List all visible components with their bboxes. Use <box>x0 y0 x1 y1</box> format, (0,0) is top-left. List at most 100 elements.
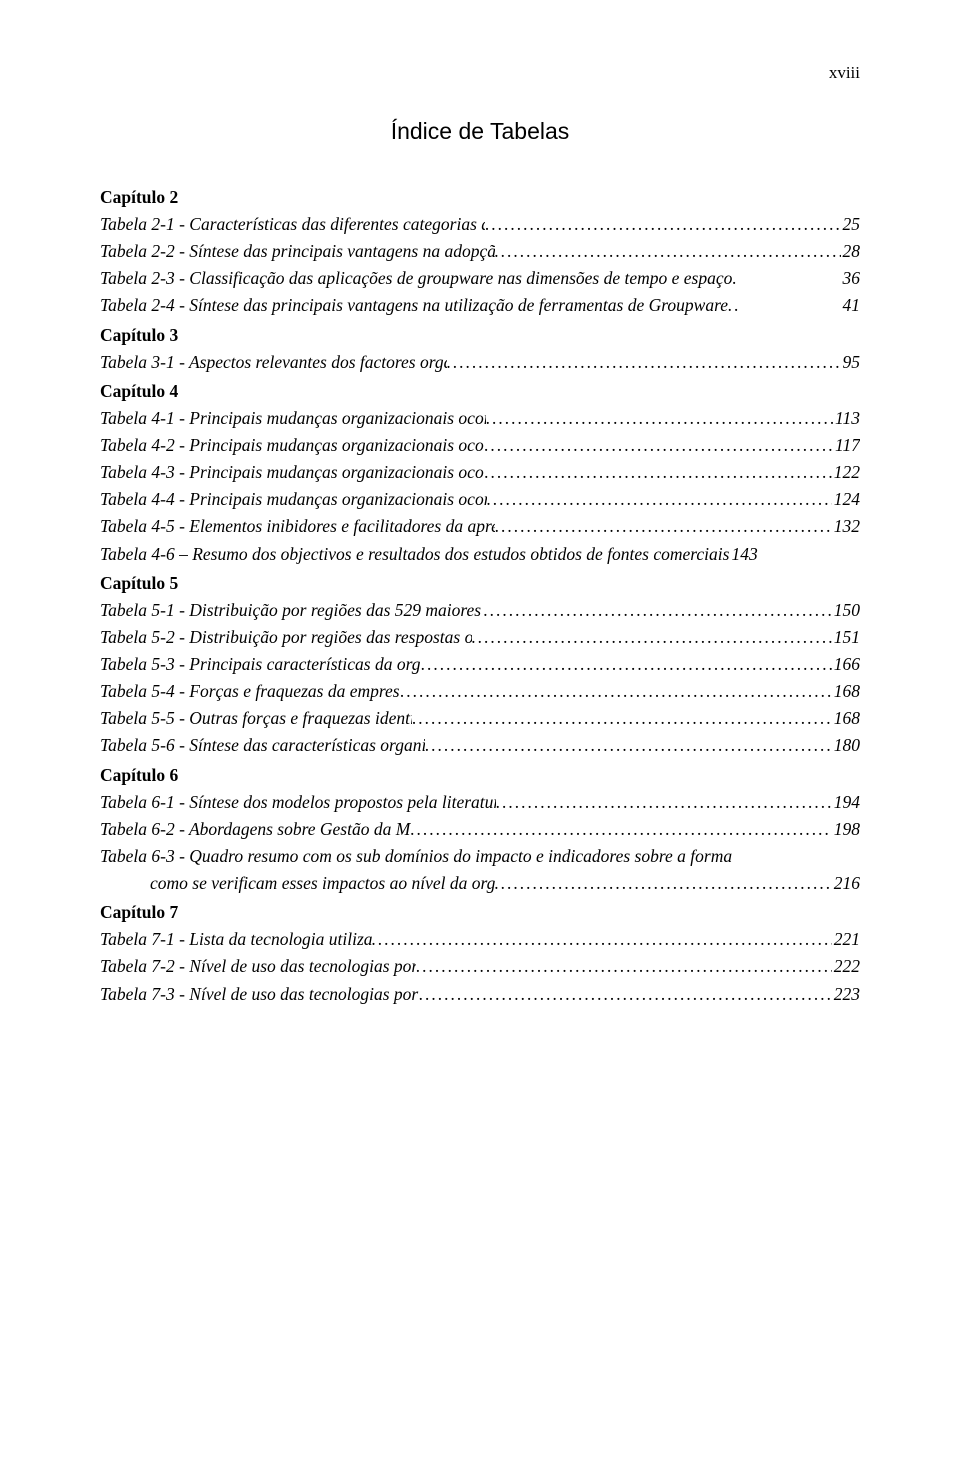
page-number: xviii <box>100 60 860 86</box>
dot-leader: ........................................… <box>412 705 832 732</box>
toc-page: 223 <box>832 981 860 1008</box>
dot-leader: ........................................… <box>419 981 832 1008</box>
toc-label: Tabela 4-1 - Principais mudanças organiz… <box>100 405 486 432</box>
toc-entry: Tabela 4-6 – Resumo dos objectivos e res… <box>100 541 860 568</box>
dot-leader: ........................................… <box>495 870 832 897</box>
toc-label: Tabela 4-2 - Principais mudanças organiz… <box>100 432 484 459</box>
toc-page: 122 <box>832 459 860 486</box>
toc-label: Tabela 7-2 - Nível de uso das tecnologia… <box>100 953 416 980</box>
dot-leader: ........................................… <box>400 678 832 705</box>
toc-label: Tabela 5-2 - Distribuição por regiões da… <box>100 624 472 651</box>
toc-label: Tabela 2-2 - Síntese das principais vant… <box>100 238 495 265</box>
dot-leader: ........................................… <box>496 789 832 816</box>
dot-leader: ........................................… <box>484 597 832 624</box>
toc-entry: Tabela 5-1 - Distribuição por regiões da… <box>100 597 860 624</box>
toc-label: Tabela 5-3 - Principais características … <box>100 651 421 678</box>
toc-entry: Tabela 5-5 - Outras forças e fraquezas i… <box>100 705 860 732</box>
toc-page: 95 <box>841 349 861 376</box>
toc-entry: Tabela 6-3 - Quadro resumo com os sub do… <box>100 843 860 897</box>
toc-label: Tabela 7-1 - Lista da tecnologia utiliza… <box>100 926 372 953</box>
toc-page: 168 <box>832 705 860 732</box>
toc-page: 25 <box>841 211 861 238</box>
toc-entry: Tabela 5-2 - Distribuição por regiões da… <box>100 624 860 651</box>
toc-page: 166 <box>832 651 860 678</box>
toc-entry: Tabela 2-4 - Síntese das principais vant… <box>100 292 860 319</box>
toc-label: Tabela 2-4 - Síntese das principais vant… <box>100 292 728 319</box>
toc-label: Tabela 5-1 - Distribuição por regiões da… <box>100 597 484 624</box>
toc-label: Tabela 6-3 - Quadro resumo com os sub do… <box>100 843 860 870</box>
toc-label: Tabela 6-2 - Abordagens sobre Gestão da … <box>100 816 411 843</box>
toc-page: 113 <box>833 405 860 432</box>
toc-label: Tabela 5-6 - Síntese das características… <box>100 732 425 759</box>
dot-leader: ........................................… <box>495 513 832 540</box>
toc-entry: Tabela 7-1 - Lista da tecnologia utiliza… <box>100 926 860 953</box>
dot-leader: .. <box>728 292 840 319</box>
toc-entry: Tabela 4-5 - Elementos inibidores e faci… <box>100 513 860 540</box>
dot-leader: ........................................… <box>487 486 832 513</box>
toc-entry: Tabela 4-3 - Principais mudanças organiz… <box>100 459 860 486</box>
dot-leader: ........................................… <box>472 624 832 651</box>
dot-leader: ........................................… <box>425 732 832 759</box>
dot-leader: ........................................… <box>484 459 831 486</box>
toc-page: 221 <box>832 926 860 953</box>
toc-page: 180 <box>832 732 860 759</box>
chapter-heading: Capítulo 3 <box>100 322 860 349</box>
chapter-heading: Capítulo 4 <box>100 378 860 405</box>
toc-label: Tabela 4-3 - Principais mudanças organiz… <box>100 459 484 486</box>
toc-entry: Tabela 7-3 - Nível de uso das tecnologia… <box>100 981 860 1008</box>
toc-entry: Tabela 4-2 - Principais mudanças organiz… <box>100 432 860 459</box>
toc-entry: Tabela 2-3 - Classificação das aplicaçõe… <box>100 265 860 292</box>
toc-page: 168 <box>832 678 860 705</box>
dot-leader: ........................................… <box>486 405 833 432</box>
toc-entry: Tabela 4-4 - Principais mudanças organiz… <box>100 486 860 513</box>
toc-label-cont: como se verificam esses impactos ao níve… <box>150 870 495 897</box>
toc-page: 150 <box>832 597 860 624</box>
toc-entry: Tabela 6-2 - Abordagens sobre Gestão da … <box>100 816 860 843</box>
dot-leader: ........................................… <box>416 953 832 980</box>
dot-leader: ........................................… <box>411 816 832 843</box>
dot-leader: ........................................… <box>485 211 840 238</box>
toc-page: 222 <box>832 953 860 980</box>
dot-leader: ........................................… <box>484 432 833 459</box>
toc-entry: Tabela 4-1 - Principais mudanças organiz… <box>100 405 860 432</box>
toc-page: 216 <box>832 870 860 897</box>
toc-page: 132 <box>832 513 860 540</box>
toc-entry: Tabela 7-2 - Nível de uso das tecnologia… <box>100 953 860 980</box>
dot-leader: . <box>732 265 840 292</box>
toc-label: Tabela 6-1 - Síntese dos modelos propost… <box>100 789 496 816</box>
dot-leader: ........................................… <box>372 926 832 953</box>
chapter-heading: Capítulo 5 <box>100 570 860 597</box>
toc-label: Tabela 4-6 – Resumo dos objectivos e res… <box>100 541 729 568</box>
toc-page: 28 <box>841 238 861 265</box>
toc-page: 143 <box>729 541 757 568</box>
toc-page: 194 <box>832 789 860 816</box>
dot-leader: ........................................… <box>495 238 841 265</box>
toc-label: Tabela 2-1 - Características das diferen… <box>100 211 485 238</box>
toc-page: 36 <box>841 265 861 292</box>
toc-entry: Tabela 2-2 - Síntese das principais vant… <box>100 238 860 265</box>
toc-entry: Tabela 5-6 - Síntese das características… <box>100 732 860 759</box>
toc-entry: Tabela 2-1 - Características das diferen… <box>100 211 860 238</box>
document-title: Índice de Tabelas <box>100 114 860 150</box>
toc-label: Tabela 4-5 - Elementos inibidores e faci… <box>100 513 495 540</box>
toc-entry: Tabela 6-1 - Síntese dos modelos propost… <box>100 789 860 816</box>
dot-leader: ........................................… <box>421 651 832 678</box>
chapter-heading: Capítulo 2 <box>100 184 860 211</box>
toc-entry: Tabela 3-1 - Aspectos relevantes dos fac… <box>100 349 860 376</box>
toc-page: 41 <box>841 292 861 319</box>
chapter-heading: Capítulo 6 <box>100 762 860 789</box>
toc-page: 124 <box>832 486 860 513</box>
toc-entry: Tabela 5-3 - Principais características … <box>100 651 860 678</box>
toc-label: Tabela 7-3 - Nível de uso das tecnologia… <box>100 981 419 1008</box>
toc-page: 198 <box>832 816 860 843</box>
toc-label: Tabela 5-5 - Outras forças e fraquezas i… <box>100 705 412 732</box>
toc-label: Tabela 2-3 - Classificação das aplicaçõe… <box>100 265 732 292</box>
toc-label: Tabela 4-4 - Principais mudanças organiz… <box>100 486 487 513</box>
dot-leader: ........................................… <box>447 349 841 376</box>
toc-label: Tabela 3-1 - Aspectos relevantes dos fac… <box>100 349 447 376</box>
toc-entry: Tabela 5-4 - Forças e fraquezas da empre… <box>100 678 860 705</box>
toc-page: 117 <box>833 432 860 459</box>
toc-page: 151 <box>832 624 860 651</box>
toc-label: Tabela 5-4 - Forças e fraquezas da empre… <box>100 678 400 705</box>
chapter-heading: Capítulo 7 <box>100 899 860 926</box>
